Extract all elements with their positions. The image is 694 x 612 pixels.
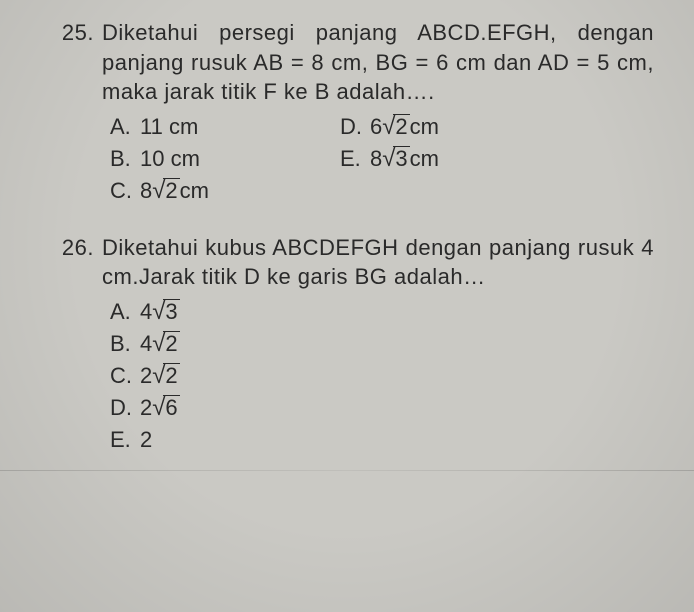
option-value: 4√2 — [140, 328, 180, 360]
radicand: 3 — [393, 146, 409, 171]
coef: 6 — [370, 111, 382, 143]
options-list: A. 11 cm D. 6√2 cm B. 10 cm E. 8√3 cm — [110, 111, 654, 207]
coef: 8 — [140, 175, 152, 207]
option-d: D. 6√2 cm — [340, 111, 439, 143]
question-number: 26. — [60, 233, 102, 263]
option-letter: E. — [110, 424, 140, 456]
radicand: 6 — [163, 395, 179, 420]
option-c: C. 2√2 — [110, 360, 180, 392]
option-letter: C. — [110, 360, 140, 392]
option-a: A. 11 cm — [110, 111, 340, 143]
radicand: 2 — [163, 331, 179, 356]
coef: 8 — [370, 143, 382, 175]
option-value: 2 — [140, 424, 152, 456]
radicand: 2 — [163, 178, 179, 203]
option-letter: C. — [110, 175, 140, 207]
option-value: 8√3 cm — [370, 143, 439, 175]
coef: 4 — [140, 328, 152, 360]
radicand: 2 — [163, 363, 179, 388]
option-letter: A. — [110, 111, 140, 143]
option-b: B. 4√2 — [110, 328, 180, 360]
question-text: Diketahui persegi panjang ABCD.EFGH, den… — [102, 18, 654, 107]
option-letter: E. — [340, 143, 370, 175]
option-letter: A. — [110, 296, 140, 328]
question-body: 25. Diketahui persegi panjang ABCD.EFGH,… — [60, 18, 654, 107]
question-number: 25. — [60, 18, 102, 48]
coef: 2 — [140, 360, 152, 392]
option-d: D. 2√6 — [110, 392, 180, 424]
radicand: 3 — [163, 299, 179, 324]
option-value: 10 cm — [140, 143, 200, 175]
radicand: 2 — [393, 114, 409, 139]
unit: cm — [180, 175, 209, 207]
option-value: 6√2 cm — [370, 111, 439, 143]
coef: 2 — [140, 392, 152, 424]
unit: cm — [410, 143, 439, 175]
option-value: 8√2 cm — [140, 175, 209, 207]
question-body: 26. Diketahui kubus ABCDEFGH dengan panj… — [60, 233, 654, 292]
option-e: E. 8√3 cm — [340, 143, 439, 175]
option-letter: B. — [110, 328, 140, 360]
option-e: E. 2 — [110, 424, 152, 456]
question-text: Diketahui kubus ABCDEFGH dengan panjang … — [102, 233, 654, 292]
question-26: 26. Diketahui kubus ABCDEFGH dengan panj… — [60, 233, 654, 456]
coef: 4 — [140, 296, 152, 328]
option-letter: B. — [110, 143, 140, 175]
option-value: 2√6 — [140, 392, 180, 424]
option-value: 2√2 — [140, 360, 180, 392]
option-value: 4√3 — [140, 296, 180, 328]
option-value: 11 cm — [140, 111, 198, 143]
options-list: A. 4√3 B. 4√2 C. 2√2 — [110, 296, 654, 455]
unit: cm — [410, 111, 439, 143]
option-letter: D. — [110, 392, 140, 424]
option-a: A. 4√3 — [110, 296, 180, 328]
option-b: B. 10 cm — [110, 143, 340, 175]
option-letter: D. — [340, 111, 370, 143]
option-c: C. 8√2 cm — [110, 175, 340, 207]
paper-crease — [0, 470, 694, 471]
question-25: 25. Diketahui persegi panjang ABCD.EFGH,… — [60, 18, 654, 207]
